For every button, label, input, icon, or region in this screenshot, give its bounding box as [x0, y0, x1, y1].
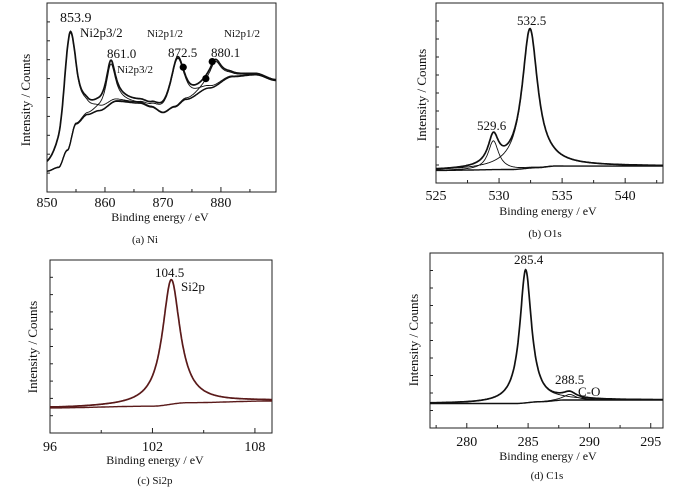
x-axis-label: Binding energy / eV: [499, 204, 597, 218]
envelope-curve: [430, 268, 663, 404]
peak-annotation: 853.9: [60, 11, 92, 26]
y-axis-label: Intensity / Counts: [25, 301, 40, 393]
envelope-curve: [49, 278, 272, 408]
peak-annotation: Ni2p1/2: [147, 28, 183, 40]
component-peak-529.55: [435, 140, 663, 171]
panel-caption: (d) C1s: [531, 470, 564, 482]
panel-caption: (b) O1s: [528, 228, 561, 240]
x-tick-label: 880: [210, 196, 231, 211]
y-axis-label: Intensity / Counts: [406, 294, 421, 386]
marker-dot: [208, 57, 216, 66]
x-tick-label: 96: [43, 440, 57, 455]
x-axis-label: Binding energy / eV: [499, 449, 597, 463]
x-tick-label: 870: [152, 196, 173, 211]
panel-d: [429, 252, 664, 429]
peak-annotation: 285.4: [514, 252, 544, 267]
x-axis-label: Binding energy / eV: [111, 210, 209, 224]
panel-b: [435, 2, 664, 184]
x-tick-label: 108: [244, 440, 265, 455]
peak-annotation: 861.0: [107, 46, 136, 61]
panel-a: [46, 2, 277, 193]
component-peak-532.45: [436, 29, 663, 170]
peak-annotation: Ni2p3/2: [117, 64, 153, 76]
envelope-curve: [46, 30, 277, 162]
x-tick-label: 525: [426, 189, 447, 204]
peak-annotation: 104.5: [155, 265, 184, 280]
peak-annotation: Si2p: [181, 279, 205, 294]
peak-annotation: 880.1: [211, 45, 240, 60]
component-peak-872.5: [46, 57, 276, 172]
plot-frame: [435, 2, 664, 184]
marker-dot: [179, 63, 187, 71]
x-tick-label: 540: [615, 189, 636, 204]
peak-annotation: 529.6: [477, 118, 507, 133]
x-tick-label: 102: [142, 440, 163, 455]
peak-annotation: C-O: [578, 384, 600, 399]
peak-annotation: 288.5: [555, 372, 584, 387]
y-axis-label: Intensity / Counts: [414, 49, 429, 141]
marker-dot: [202, 75, 210, 83]
x-tick-label: 290: [579, 435, 600, 450]
panel-c: [49, 259, 273, 434]
x-tick-label: 535: [552, 189, 573, 204]
envelope-curve: [435, 27, 663, 170]
x-tick-label: 850: [37, 196, 58, 211]
peak-annotation: Ni2p3/2: [80, 25, 123, 40]
component-peak-861: [47, 63, 276, 172]
peak-annotation: 532.5: [517, 13, 546, 28]
x-tick-label: 295: [640, 435, 661, 450]
peak-annotation: Ni2p1/2: [224, 28, 260, 40]
panel-caption: (c) Si2p: [137, 475, 173, 487]
x-axis-label: Binding energy / eV: [106, 453, 204, 467]
x-tick-label: 285: [518, 435, 539, 450]
component-peak-284.8: [430, 269, 664, 404]
background-curve: [50, 400, 272, 409]
y-axis-label: Intensity / Counts: [18, 54, 33, 146]
x-tick-label: 280: [456, 435, 477, 450]
component-peak-853.9: [46, 32, 277, 162]
panel-caption: (a) Ni: [132, 234, 158, 246]
x-tick-label: 860: [94, 196, 115, 211]
peak-annotation: 872.5: [168, 45, 197, 60]
component-peak-879: [46, 61, 276, 172]
x-tick-label: 530: [489, 189, 510, 204]
